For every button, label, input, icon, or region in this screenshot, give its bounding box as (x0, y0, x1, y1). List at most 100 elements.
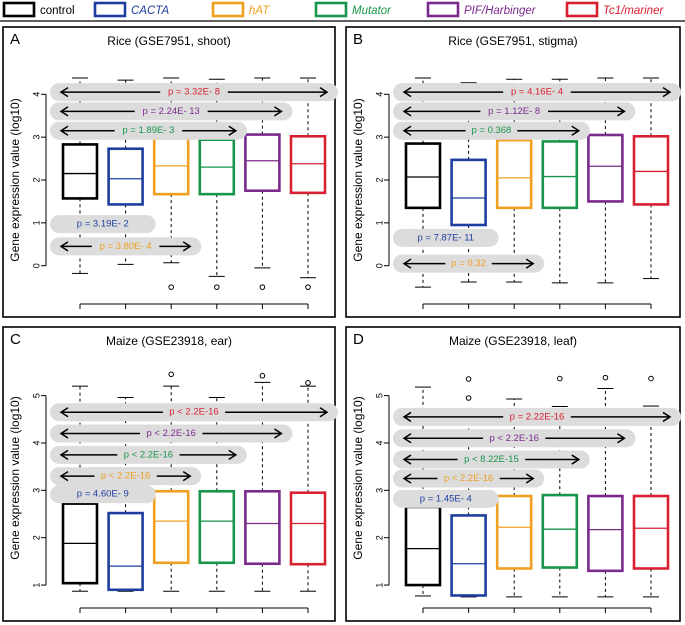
x-ticks (79, 303, 309, 309)
p-value-annotation: p = 4.16E- 4 (393, 83, 681, 102)
annotation-text-bg (503, 410, 571, 423)
y-tick-label: 0 (31, 263, 41, 268)
y-axis-label: Gene expression value (log10) (351, 98, 365, 261)
y-axis-label: Gene expression value (log10) (351, 396, 365, 559)
annotation-label: p = 0.32 (451, 258, 486, 269)
legend-label: Tc1/mariner (603, 5, 664, 17)
annotation-pill (393, 489, 499, 508)
box-iqr (587, 494, 624, 573)
p-value-annotation: p < 2.2E-16 (50, 403, 338, 422)
box-iqr (107, 511, 144, 592)
box-iqr (244, 133, 281, 193)
box-iqr (495, 494, 533, 570)
arrow-head-left (402, 87, 412, 98)
annotation-label: p = 3.19E- 2 (77, 219, 129, 230)
arrow-head-right (571, 125, 581, 136)
y-tick-label: 2 (374, 177, 384, 182)
legend-item: control (2, 1, 75, 18)
arrow-head-left (59, 407, 69, 418)
annotation-label: p = 4.60E- 9 (77, 489, 129, 500)
arrow-head-left (402, 106, 412, 117)
y-tick-label: 3 (374, 488, 384, 493)
p-value-annotation: p = 3.19E- 2 (50, 215, 156, 234)
panel-letter: D (353, 331, 364, 348)
box-PIF/Harbinger (587, 374, 624, 598)
y-tick-label: 5 (374, 393, 384, 398)
box-iqr (541, 493, 579, 569)
p-value-annotation: p = 1.89E- 3 (50, 121, 247, 140)
annotation-text-bg (140, 427, 203, 440)
legend-swatch (93, 1, 127, 18)
annotation-label: p = 1.45E- 4 (420, 493, 472, 504)
legend-item: Tc1/mariner (565, 1, 664, 18)
box-PIF/Harbinger (587, 77, 624, 284)
box-iqr (541, 140, 579, 210)
arrow-head-left (59, 125, 69, 136)
arrow-head-left (59, 87, 69, 98)
annotation-text-bg (134, 105, 208, 118)
annotation-label: p < 2.2E-16 (147, 428, 196, 439)
box-PIF/Harbinger (244, 77, 281, 290)
panel-border (2, 26, 336, 318)
y-tick-label: 3 (374, 135, 384, 140)
outlier-point (168, 371, 174, 378)
legend-label: Mutator (352, 5, 392, 17)
p-value-annotation: p = 4.60E- 9 (50, 485, 156, 504)
arrow-head-right (662, 87, 672, 98)
p-value-annotation: p < 2.2E-16 (393, 429, 636, 448)
legend-label: control (40, 5, 75, 17)
panel-title: Maize (GSE23918, ear) (106, 334, 232, 348)
box-Tc1/mariner (289, 380, 327, 592)
y-tick-label: 2 (31, 177, 41, 182)
box-iqr (152, 489, 190, 565)
outlier-point (557, 375, 563, 382)
p-value-annotation: p = 0.32 (393, 254, 545, 273)
outlier-point (259, 284, 266, 290)
p-value-annotation: p = 3.80E- 4 (50, 237, 202, 256)
p-value-annotation: p = 2.24E- 13 (50, 102, 293, 121)
p-value-annotation: p = 7.87E- 11 (393, 228, 499, 247)
box-iqr (61, 143, 99, 200)
panel-title: Rice (GSE7951, shoot) (107, 34, 230, 48)
annotation-label: p < 8.22E-15 (464, 454, 519, 465)
box-iqr (404, 142, 442, 210)
y-tick-label: 0 (374, 263, 384, 268)
annotation-pill (50, 215, 156, 234)
legend: control CACTA hAT Mutator PIF/Harbinger Tc1/m… (2, 1, 664, 18)
annotation-label: p = 2.22E-16 (510, 411, 565, 422)
p-value-annotation: p < 2.2E-16 (393, 469, 545, 488)
arrow-head-left (402, 411, 412, 423)
arrow-head-right (228, 449, 238, 460)
panel-C: C Maize (GSE23918, ear) 1 2 3 4 5 Gene expressi… (2, 326, 338, 622)
legend-label: hAT (249, 5, 270, 17)
y-tick-label: 4 (374, 440, 384, 445)
x-ticks (422, 303, 652, 309)
arrow-head-right (616, 106, 626, 117)
legend-swatch (565, 1, 599, 18)
panel-border (345, 326, 681, 622)
annotation-label: p < 2.2E-16 (444, 473, 493, 484)
y-tick-label: 4 (31, 92, 41, 97)
panel-title: Maize (GSE23918, leaf) (449, 334, 577, 348)
annotation-label: p = 0.368 (471, 125, 511, 136)
y-tick-label: 1 (31, 220, 41, 225)
x-ticks (79, 607, 309, 613)
annotation-label: p < 2.2E-16 (101, 471, 150, 482)
box-iqr (404, 505, 442, 587)
box-iqr (450, 158, 487, 227)
arrow-head-right (662, 411, 672, 423)
arrow-head-right (182, 471, 192, 482)
panel-letter: C (10, 331, 21, 348)
annotation-label: p = 2.24E- 13 (143, 106, 200, 117)
arrow-head-right (228, 125, 238, 136)
panel-A: A Rice (GSE7951, shoot) 0 1 2 3 4 Gene expressi… (2, 26, 338, 318)
box-iqr (107, 147, 144, 206)
panel-D: D Maize (GSE23918, leaf) 1 2 3 4 5 Gene express… (345, 326, 681, 622)
box-iqr (632, 134, 670, 206)
arrow-head-left (59, 428, 69, 439)
annotation-text-bg (162, 406, 226, 419)
annotation-text-bg (117, 448, 180, 461)
p-value-annotation: p = 3.32E- 8 (50, 83, 338, 102)
outlier-point (214, 284, 220, 290)
